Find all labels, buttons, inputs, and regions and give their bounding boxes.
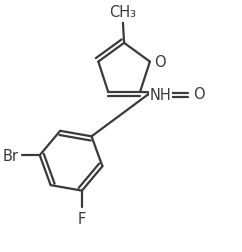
Text: F: F — [78, 211, 86, 226]
Text: NH: NH — [150, 87, 171, 102]
Text: CH₃: CH₃ — [109, 5, 136, 19]
Text: O: O — [154, 55, 166, 70]
Text: Br: Br — [2, 148, 18, 163]
Text: O: O — [193, 86, 205, 101]
